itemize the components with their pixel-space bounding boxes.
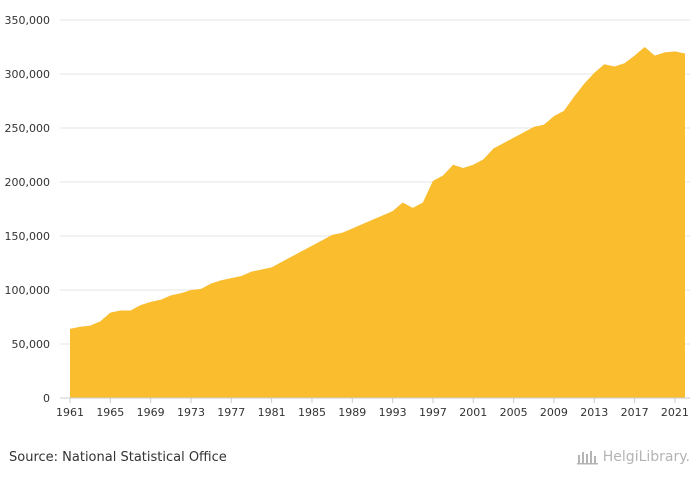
series-area [70, 47, 685, 398]
x-tick-label: 2009 [540, 406, 568, 419]
brand-name: HelgiLibrary. [602, 449, 690, 465]
x-tick-label: 1993 [379, 406, 407, 419]
y-axis-ticks: 0 50,000 100,000 150,000 200,000 250,000 300,0… [5, 14, 51, 405]
x-tick-label: 2017 [621, 406, 649, 419]
x-tick-label: 1985 [298, 406, 326, 419]
x-tick-label: 2013 [580, 406, 608, 419]
x-tick-label: 1997 [419, 406, 447, 419]
x-tick-label: 1969 [137, 406, 165, 419]
x-tick-label: 2001 [459, 406, 487, 419]
y-tick-label: 150,000 [5, 230, 51, 243]
area-chart: 0 50,000 100,000 150,000 200,000 250,000 300,0… [5, 14, 690, 419]
y-tick-label: 250,000 [5, 122, 51, 135]
y-tick-label: 200,000 [5, 176, 51, 189]
library-icon [576, 451, 598, 465]
x-tick-label: 1973 [177, 406, 205, 419]
y-tick-label: 350,000 [5, 14, 51, 27]
y-tick-label: 300,000 [5, 68, 51, 81]
x-tick-label: 1961 [56, 406, 84, 419]
x-tick-label: 1965 [96, 406, 124, 419]
y-tick-label: 100,000 [5, 284, 51, 297]
source-note: Source: National Statistical Office [9, 450, 227, 465]
y-tick-label: 50,000 [12, 338, 51, 351]
x-tick-label: 2005 [500, 406, 528, 419]
x-tick-label: 1977 [217, 406, 245, 419]
y-tick-label: 0 [43, 392, 50, 405]
x-axis-ticks: 1961 1965 1969 1973 1977 1981 1985 1989 1993 1997… [56, 398, 689, 419]
brand-logo[interactable]: HelgiLibrary. [576, 449, 690, 465]
x-tick-label: 1989 [338, 406, 366, 419]
x-tick-label: 1981 [258, 406, 286, 419]
x-tick-label: 2021 [661, 406, 689, 419]
